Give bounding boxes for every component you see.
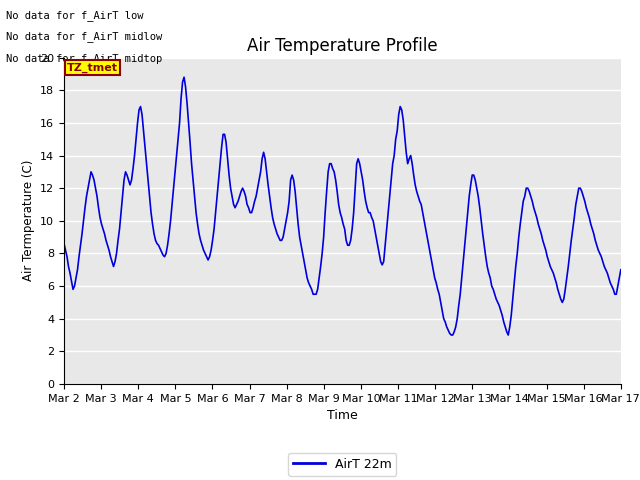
AirT 22m — [608, 283, 616, 289]
Title: Air Temperature Profile: Air Temperature Profile — [247, 36, 438, 55]
Text: No data for f_AirT low: No data for f_AirT low — [6, 10, 144, 21]
AirT 22m — [249, 205, 257, 211]
Line: AirT 22m: AirT 22m — [64, 77, 621, 335]
AirT 22m — [346, 242, 353, 248]
AirT 22m — [472, 177, 479, 183]
AirT 22m — [131, 153, 138, 158]
AirT 22m — [60, 241, 68, 247]
AirT 22m — [447, 332, 455, 338]
Y-axis label: Air Termperature (C): Air Termperature (C) — [22, 160, 35, 281]
Text: No data for f_AirT midlow: No data for f_AirT midlow — [6, 31, 163, 42]
AirT 22m — [180, 74, 188, 80]
AirT 22m — [152, 238, 159, 243]
Text: No data for f_AirT midtop: No data for f_AirT midtop — [6, 53, 163, 64]
Legend: AirT 22m: AirT 22m — [289, 453, 396, 476]
X-axis label: Time: Time — [327, 409, 358, 422]
Text: TZ_tmet: TZ_tmet — [67, 62, 118, 72]
AirT 22m — [617, 267, 625, 273]
